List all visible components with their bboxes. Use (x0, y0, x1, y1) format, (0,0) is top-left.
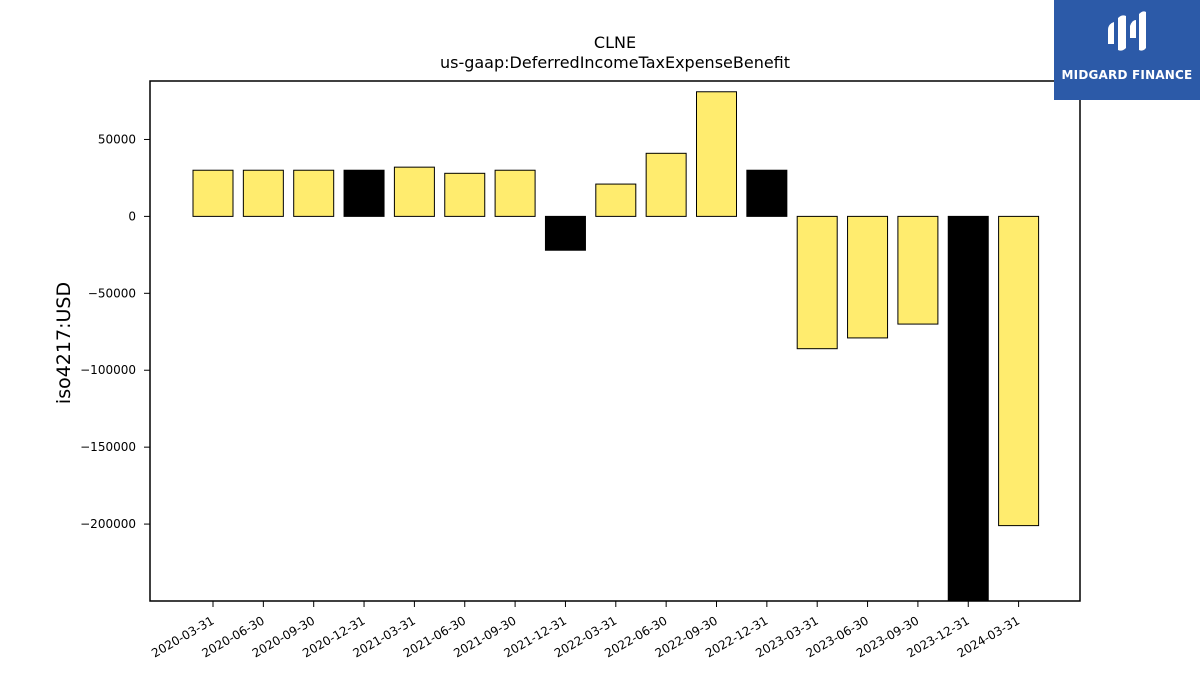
y-axis-label: iso4217:USD (53, 282, 75, 404)
midgard-logo-icon (1108, 11, 1146, 51)
chart-title: CLNE (594, 33, 636, 52)
bar-2020-06-30 (242, 169, 284, 217)
bar-2021-03-31 (393, 166, 435, 217)
bar-2024-03-31 (998, 215, 1040, 527)
bar-2023-09-30 (897, 215, 939, 325)
y-tick-label: −150000 (80, 440, 136, 454)
bar-2020-03-31 (192, 169, 234, 217)
bar-2022-03-31 (595, 183, 637, 217)
plot-frame (149, 80, 1081, 602)
chart-subtitle: us-gaap:DeferredIncomeTaxExpenseBenefit (440, 53, 790, 72)
y-tick-label: 50000 (98, 132, 136, 146)
bar-2023-03-31 (796, 215, 838, 350)
y-tick-label: −200000 (80, 517, 136, 531)
y-tick-label: −100000 (80, 363, 136, 377)
x-axis-ticks: 2020-03-312020-06-302020-09-302020-12-31… (149, 601, 1022, 660)
brand-logo: MIDGARD FINANCE (1054, 0, 1200, 100)
y-axis-ticks: 50000 0 −50000 −100000 −150000 −200000 (80, 132, 150, 531)
y-tick-label: −50000 (88, 286, 136, 300)
bar-2022-12-31 (746, 169, 788, 217)
bar-2020-09-30 (293, 169, 335, 217)
bar-2023-12-31 (947, 215, 989, 602)
bar-2023-06-30 (847, 215, 889, 339)
bars-group (192, 91, 1040, 602)
bar-2020-12-31 (343, 169, 385, 217)
bar-2022-09-30 (696, 91, 737, 217)
bar-2021-09-30 (494, 169, 536, 217)
bar-2021-06-30 (444, 172, 486, 217)
bar-2021-12-31 (544, 215, 586, 251)
y-tick-label: 0 (128, 209, 136, 223)
bar-2022-06-30 (645, 152, 687, 217)
logo-text: MIDGARD FINANCE (1061, 68, 1193, 82)
